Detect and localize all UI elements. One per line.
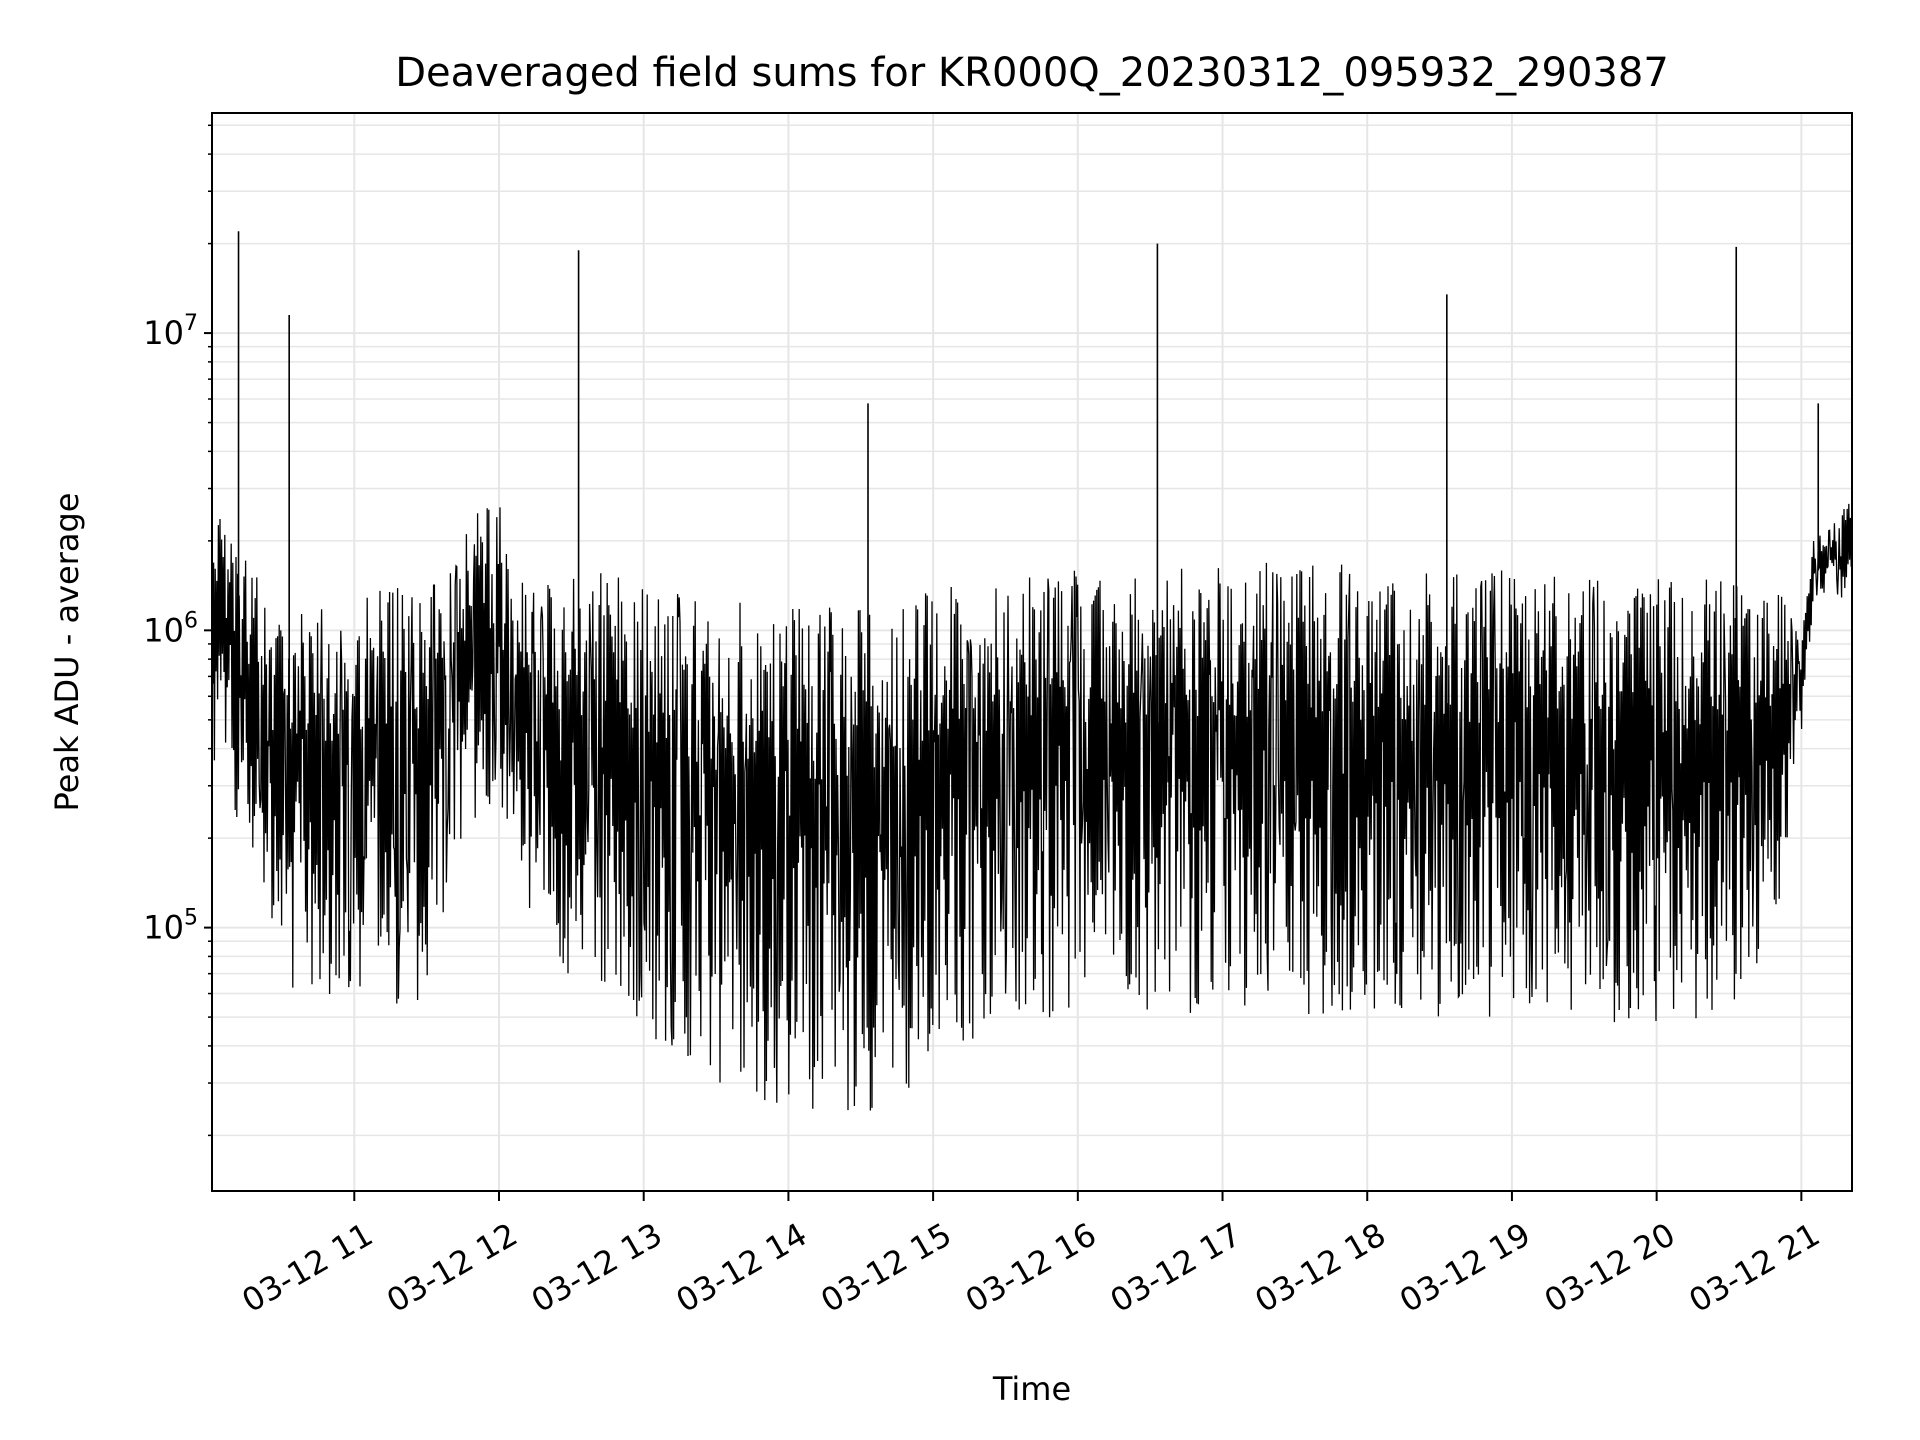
x-tick-label: 03-12 19 — [1393, 1215, 1537, 1320]
y-tick-label: 106 — [143, 608, 198, 649]
x-tick-label: 03-12 21 — [1683, 1215, 1827, 1320]
y-tick-label: 105 — [143, 906, 198, 947]
x-axis-label: Time — [992, 1370, 1071, 1408]
x-tick-label: 03-12 13 — [525, 1215, 669, 1320]
x-tick-label: 03-12 14 — [670, 1215, 814, 1320]
x-tick-label: 03-12 18 — [1248, 1215, 1392, 1320]
y-tick-label: 107 — [143, 311, 198, 352]
x-tick-label: 03-12 11 — [235, 1215, 379, 1320]
x-tick-label: 03-12 12 — [380, 1215, 524, 1320]
x-tick-label: 03-12 20 — [1538, 1215, 1682, 1320]
y-axis: 105 106 107 — [143, 124, 212, 1137]
y-axis-label: Peak ADU - average — [48, 493, 86, 812]
chart-title: Deaveraged field sums for KR000Q_2023031… — [395, 50, 1669, 96]
x-tick-label: 03-12 17 — [1104, 1215, 1248, 1320]
x-tick-label: 03-12 15 — [814, 1215, 958, 1320]
series-line — [211, 503, 1853, 1111]
x-tick-label: 03-12 16 — [959, 1215, 1103, 1320]
plot-frame — [211, 112, 1853, 1192]
x-axis: 03-12 11 03-12 12 03-12 13 03-12 14 03-12 15… — [235, 1191, 1826, 1320]
data-series — [211, 231, 1853, 1111]
